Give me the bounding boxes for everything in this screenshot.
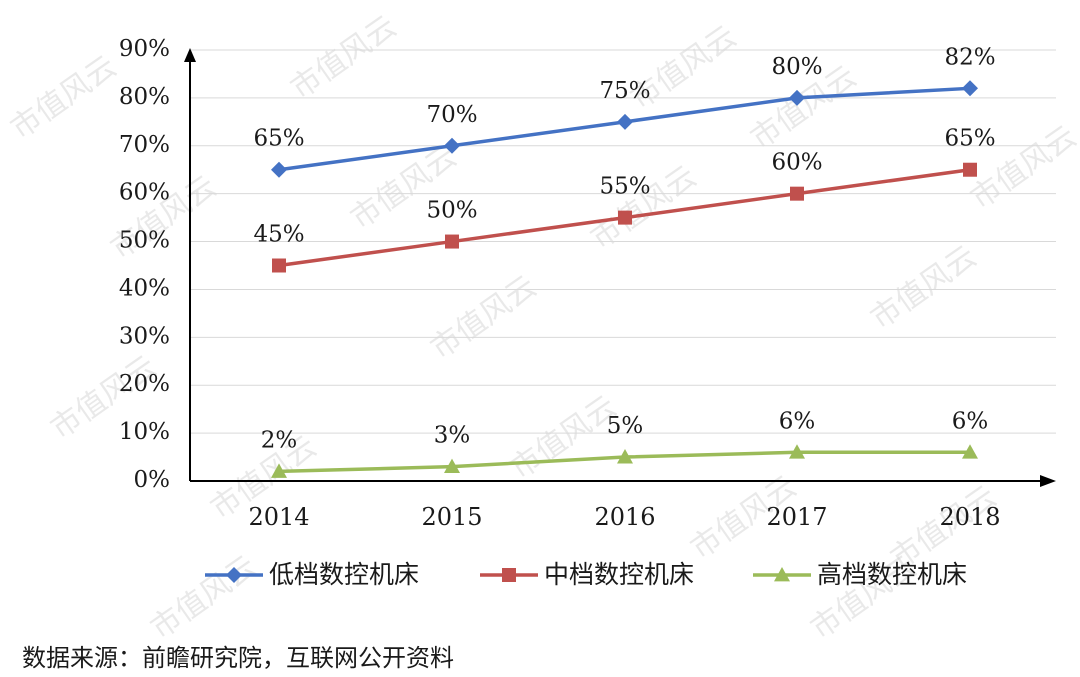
series-2: 45% 50% 55% 60% 65%	[253, 126, 996, 273]
x-tick-label: 2018	[939, 503, 1000, 531]
data-point-marker	[272, 258, 286, 273]
data-label: 6%	[952, 408, 989, 434]
axes	[184, 48, 1056, 487]
watermark-text: 市值风云	[5, 49, 123, 146]
data-point-marker	[962, 80, 978, 97]
watermark-text: 市值风云	[425, 269, 543, 366]
y-tick-label: 40%	[119, 275, 170, 301]
y-tick-label: 0%	[134, 467, 171, 493]
y-tick-label: 20%	[119, 371, 170, 397]
data-point-marker	[963, 162, 977, 177]
data-label: 82%	[944, 44, 995, 70]
watermark-text: 市值风云	[505, 389, 623, 486]
data-label: 55%	[599, 174, 650, 200]
x-tick-label: 2016	[594, 503, 655, 531]
legend-entry: 低档数控机床	[205, 560, 419, 589]
y-tick-label: 80%	[119, 84, 170, 110]
x-axis-arrow	[1040, 475, 1056, 487]
data-label: 6%	[779, 408, 816, 434]
data-label: 60%	[771, 150, 822, 176]
y-tick-label: 90%	[119, 36, 170, 62]
y-tick-label: 70%	[119, 132, 170, 158]
x-axis-ticks: 2014 2015 2016 2017 2018	[248, 503, 1000, 531]
data-point-marker	[962, 444, 978, 459]
data-label: 75%	[599, 78, 650, 104]
data-point-marker	[789, 89, 805, 106]
watermark-text: 市值风云	[285, 9, 403, 106]
legend-label: 低档数控机床	[269, 560, 419, 589]
data-point-marker	[789, 444, 805, 459]
data-label: 5%	[607, 413, 644, 439]
data-label: 2%	[261, 427, 298, 453]
data-source-note: 数据来源：前瞻研究院，互联网公开资料	[22, 644, 454, 672]
data-point-marker	[271, 463, 287, 478]
data-point-marker	[502, 568, 516, 582]
data-point-marker	[617, 449, 633, 464]
watermark-text: 市值风云	[865, 239, 983, 336]
x-tick-label: 2014	[248, 503, 309, 531]
data-label: 50%	[426, 198, 477, 224]
watermark-text: 市值风云	[145, 549, 263, 646]
y-tick-label: 50%	[119, 228, 170, 254]
legend-label: 中档数控机床	[544, 560, 694, 589]
data-label: 80%	[771, 54, 822, 80]
legend: 低档数控机床 中档数控机床 高档数控机床	[205, 560, 967, 589]
data-label: 70%	[426, 102, 477, 128]
series-1: 65% 70% 75% 80% 82%	[253, 44, 996, 178]
data-point-marker	[774, 567, 790, 582]
data-point-marker	[444, 458, 460, 474]
data-point-marker	[271, 161, 287, 178]
legend-label: 高档数控机床	[817, 560, 967, 589]
series-3: 2% 3% 5% 6% 6%	[261, 408, 989, 478]
y-axis-arrow	[184, 48, 196, 62]
data-point-marker	[226, 567, 242, 583]
x-tick-label: 2017	[766, 503, 827, 531]
y-axis-ticks: 0% 10% 20% 30% 40% 50% 60% 70% 80% 90%	[119, 36, 170, 493]
y-tick-label: 30%	[119, 323, 170, 349]
data-point-marker	[618, 210, 632, 225]
y-tick-label: 10%	[119, 419, 170, 445]
series-layer: 65% 70% 75% 80% 82% 45% 50% 55% 60% 65% 2% 3% 5% 6% 6%	[253, 44, 996, 478]
data-label: 3%	[434, 423, 471, 449]
data-point-marker	[445, 234, 459, 249]
data-point-marker	[444, 137, 460, 154]
legend-entry: 高档数控机床	[753, 560, 967, 589]
data-point-marker	[790, 186, 804, 201]
data-label: 65%	[253, 126, 304, 152]
y-tick-label: 60%	[119, 180, 170, 206]
data-point-marker	[617, 113, 633, 130]
data-label: 45%	[253, 222, 304, 248]
gridlines	[190, 49, 1056, 434]
x-tick-label: 2015	[421, 503, 482, 531]
legend-entry: 中档数控机床	[480, 560, 694, 589]
data-label: 65%	[944, 126, 995, 152]
